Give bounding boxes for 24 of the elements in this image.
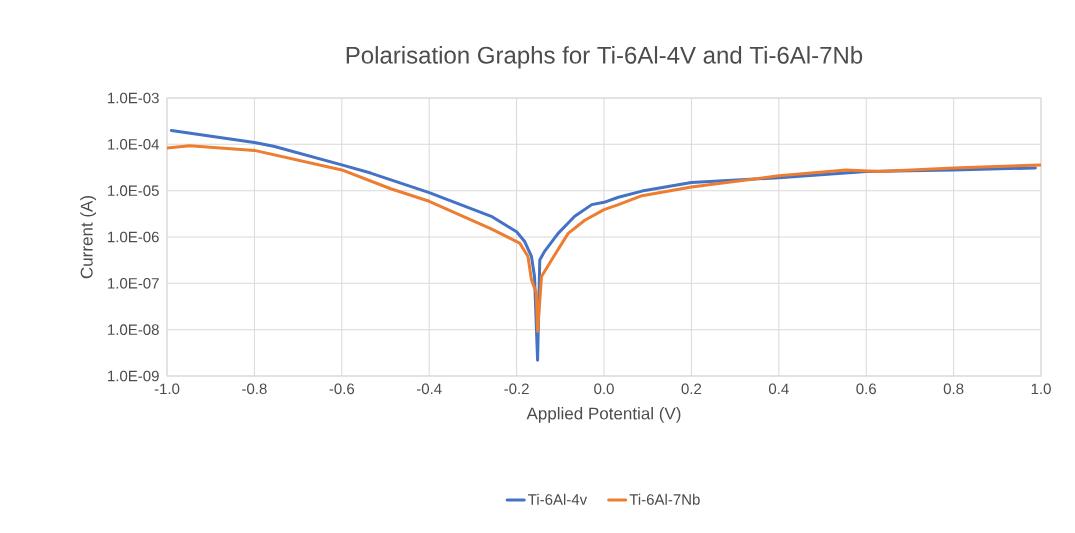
y-tick-label: 1.0E-04 — [108, 139, 160, 150]
x-tick-label: -0.2 — [504, 383, 529, 395]
x-tick-label: 1.0 — [1031, 383, 1051, 395]
chart-title: Polarisation Graphs for Ti-6Al-4V and Ti-6Al-7Nb — [346, 46, 863, 69]
x-tick-label: 0.0 — [594, 383, 614, 395]
x-tick-label: 0.4 — [768, 383, 789, 395]
x-tick-label: 0.2 — [681, 383, 702, 395]
legend-label: Ti-6Al-4v — [528, 493, 588, 505]
x-tick-label: 0.6 — [856, 383, 876, 395]
x-axis-title: Applied Potential (V) — [526, 407, 681, 423]
y-tick-label: 1.0E-07 — [108, 278, 159, 289]
y-tick-label: 1.0E-08 — [108, 324, 159, 335]
y-tick-label: 1.0E-03 — [108, 92, 159, 104]
y-tick-label: 1.0E-06 — [108, 231, 159, 243]
y-tick-label: 1.0E-05 — [108, 185, 159, 196]
legend-label: Ti-6Al-7Nb — [629, 493, 700, 505]
x-tick-label: -1.0 — [154, 383, 180, 395]
y-tick-label: 1.0E-09 — [108, 370, 159, 382]
x-tick-label: 0.8 — [943, 383, 964, 395]
line-series — [167, 144, 1042, 334]
x-tick-label: -0.6 — [329, 383, 355, 395]
x-tick-label: -0.4 — [416, 383, 442, 395]
x-tick-label: -0.8 — [242, 383, 267, 395]
y-axis-title: Current (A) — [80, 196, 97, 279]
